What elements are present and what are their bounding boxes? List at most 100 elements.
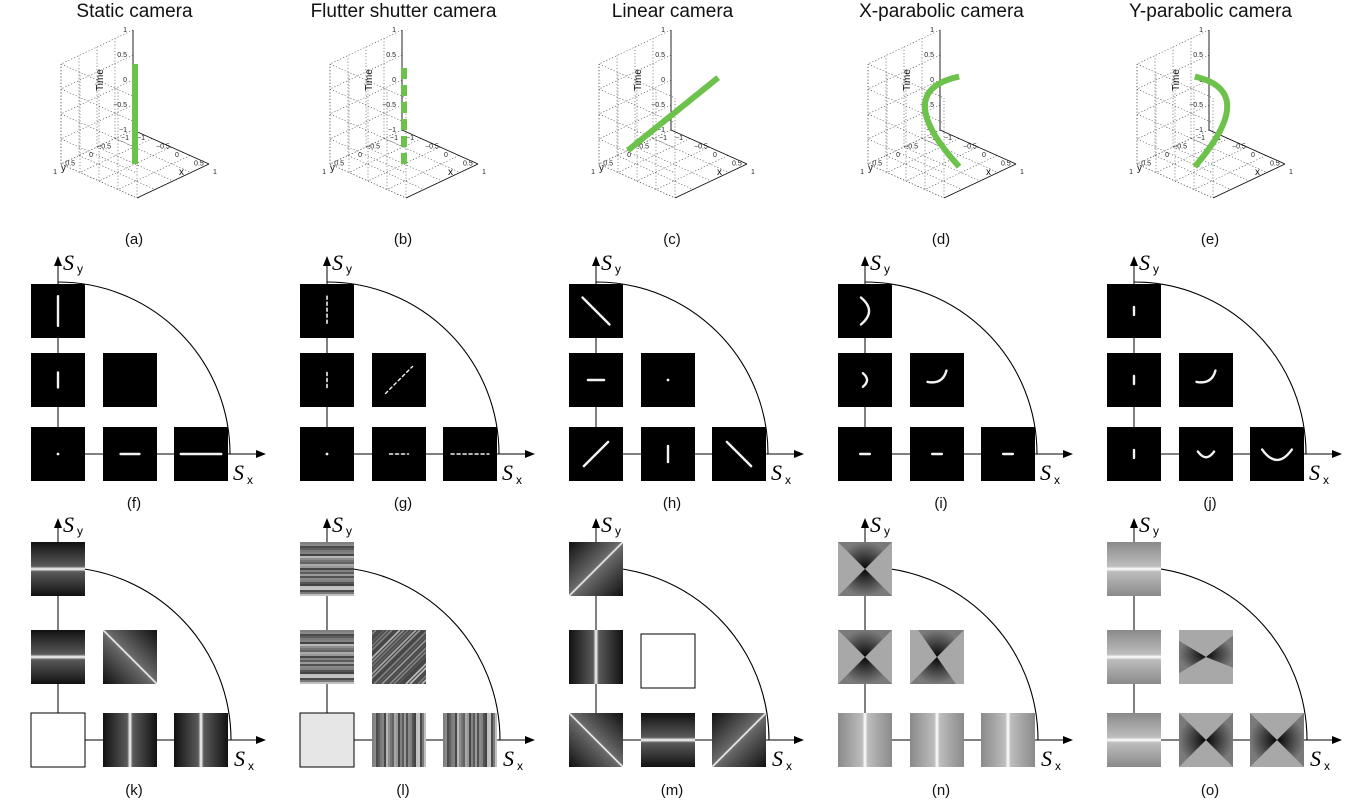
quarter-circle-arc [326, 281, 500, 455]
sx-label-subscript: x [1055, 759, 1061, 773]
sy-arrow-icon [1130, 256, 1138, 266]
mtf-tile [981, 713, 1035, 767]
sx-label: S [234, 746, 245, 771]
psf-kernel-tile [1250, 427, 1304, 481]
sx-arrow-icon [794, 450, 804, 458]
sy-label-subscript: y [77, 524, 83, 538]
column-title-xparabolic: X-parabolic camera [859, 1, 1024, 22]
sy-arrow-icon [861, 518, 869, 528]
quarter-circle-arc [1133, 281, 1307, 455]
sx-label: S [502, 460, 513, 485]
z-tick-label: 0 [930, 77, 934, 84]
psf-kernel-tile [1179, 353, 1233, 407]
quarter-circle-arc [864, 566, 1039, 741]
sx-arrow-icon [256, 736, 266, 744]
sy-label-subscript: y [346, 262, 352, 276]
quarter-circle-arc [1133, 566, 1308, 741]
psf-kernel-stroke [581, 296, 611, 326]
sy-arrow-icon [1130, 518, 1138, 528]
mtf-tile [569, 713, 623, 767]
mtf-tile [569, 630, 623, 684]
sy-label-subscript: y [615, 524, 621, 538]
x-tick-label: −0.5 [963, 144, 977, 151]
x-axis-label: x [179, 167, 184, 178]
sx-label: S [772, 746, 783, 771]
y-tick-label: 1 [591, 169, 595, 176]
sx-arrow-icon [256, 450, 266, 458]
x-tick-label: −0.5 [156, 144, 170, 151]
sy-label: S [63, 512, 74, 537]
x-tick-label: 1 [751, 169, 755, 176]
mtf-tile [712, 713, 766, 767]
x-tick-label: 1 [1289, 169, 1293, 176]
sx-label: S [1040, 460, 1051, 485]
psf-kernel-tile [103, 353, 157, 407]
x-tick-label: 0 [713, 152, 717, 159]
y-tick-label: 0.5 [1141, 161, 1151, 168]
sx-label: S [1310, 746, 1321, 771]
sy-label: S [1139, 512, 1150, 537]
mtf-tile [1107, 542, 1161, 596]
mtf-tile [569, 542, 623, 596]
x-tick-label: 0.5 [194, 161, 204, 168]
caption-i: (i) [934, 495, 948, 512]
z-tick-label: 1 [661, 27, 665, 34]
z-tick-label: −1 [119, 127, 127, 134]
z-tick-label: 0.5 [1193, 52, 1203, 59]
x-tick-label: 0 [175, 152, 179, 159]
x-tick-label: 1 [1020, 169, 1024, 176]
sy-arrow-icon [592, 256, 600, 266]
y-tick-label: 1 [860, 169, 864, 176]
z-axis-label: Time [633, 69, 644, 91]
y-tick-label: −1 [390, 135, 398, 142]
caption-k: (k) [125, 782, 143, 799]
psf-kernel-tile [838, 353, 892, 407]
sy-label-subscript: y [884, 524, 890, 538]
z-axis-label: Time [364, 69, 375, 91]
sx-label-subscript: x [1324, 759, 1330, 773]
x-tick-label: 0 [982, 152, 986, 159]
x-tick-label: −0.5 [1232, 144, 1246, 151]
y-tick-label: −0.5 [904, 144, 918, 151]
x-axis-label: x [986, 167, 991, 178]
mtf-tile [103, 713, 157, 767]
mtf-tile [641, 713, 695, 767]
sy-label: S [870, 512, 881, 537]
sy-label: S [601, 512, 612, 537]
sy-label: S [332, 512, 343, 537]
z-tick-label: 1 [930, 27, 934, 34]
sx-arrow-icon [1063, 736, 1073, 744]
sx-arrow-icon [1332, 450, 1342, 458]
sx-label: S [1041, 746, 1052, 771]
sx-label: S [233, 460, 244, 485]
caption-o: (o) [1200, 782, 1220, 799]
psf-kernel-tile [910, 353, 964, 407]
y-tick-label: 0.5 [334, 161, 344, 168]
caption-e: (e) [1200, 231, 1220, 248]
mtf-tile [910, 630, 964, 684]
x-tick-label: 1 [482, 169, 486, 176]
psf-kernel-stroke [926, 369, 948, 384]
psf-kernel-stroke [384, 365, 414, 395]
sx-arrow-icon [525, 450, 535, 458]
y-tick-label: −0.5 [635, 144, 649, 151]
y-tick-label: 1 [1129, 169, 1133, 176]
y-tick-label: 0 [896, 152, 900, 159]
sy-label-subscript: y [346, 524, 352, 538]
z-tick-label: 0.5 [117, 52, 127, 59]
z-tick-label: 0.5 [924, 52, 934, 59]
y-axis-label: y [1137, 163, 1142, 174]
z-tick-label: −0.5 [1189, 102, 1203, 109]
quarter-circle-arc [57, 566, 232, 741]
caption-h: (h) [662, 495, 682, 512]
y-tick-label: −1 [928, 135, 936, 142]
y-tick-label: −0.5 [97, 144, 111, 151]
z-tick-label: −0.5 [651, 102, 665, 109]
mtf-tile [1250, 713, 1304, 767]
